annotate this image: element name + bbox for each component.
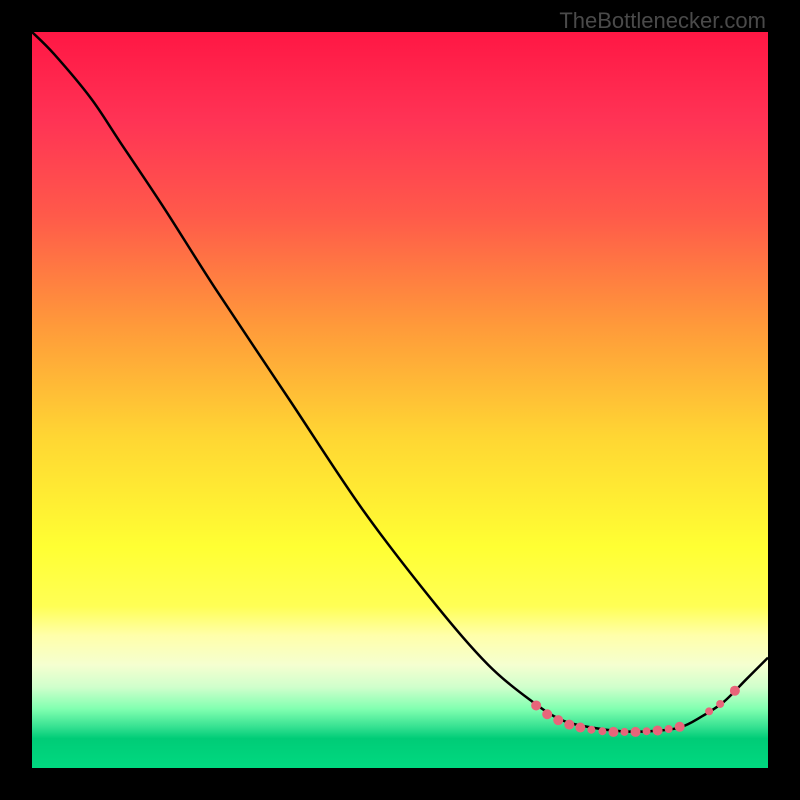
data-marker — [608, 727, 618, 737]
data-marker — [531, 700, 541, 710]
data-marker — [587, 726, 595, 734]
chart-background — [32, 32, 768, 768]
data-marker — [730, 686, 740, 696]
data-marker — [705, 707, 713, 715]
data-marker — [542, 709, 552, 719]
data-marker — [620, 728, 628, 736]
data-marker — [675, 722, 685, 732]
data-marker — [665, 725, 673, 733]
chart-svg — [32, 32, 768, 768]
chart-plot-area — [32, 32, 768, 768]
data-marker — [553, 715, 563, 725]
data-marker — [575, 723, 585, 733]
data-marker — [598, 727, 606, 735]
data-marker — [653, 725, 663, 735]
watermark-text: TheBottlenecker.com — [559, 8, 766, 34]
data-marker — [716, 700, 724, 708]
data-marker — [643, 727, 651, 735]
data-marker — [564, 720, 574, 730]
data-marker — [631, 727, 641, 737]
